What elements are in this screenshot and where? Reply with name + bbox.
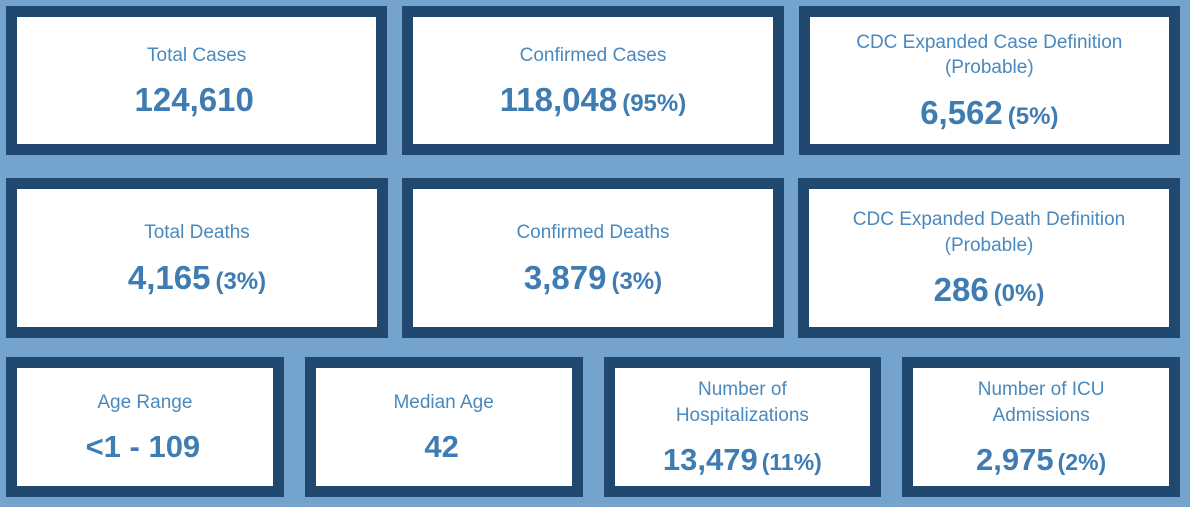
kpi-value: 3,879 (3%) [523, 258, 663, 296]
kpi-card-total-cases: Total Cases 124,610 [6, 6, 388, 155]
kpi-percent: (11%) [761, 448, 822, 475]
kpi-value: 2,975 (2%) [976, 441, 1107, 477]
kpi-card-total-deaths: Total Deaths 4,165 (3%) [6, 178, 388, 338]
kpi-value: 13,479 (11%) [662, 441, 822, 477]
kpi-number: <1 - 109 [85, 428, 201, 464]
row-demographics: Age Range <1 - 109 Median Age 42 Number … [6, 357, 1180, 497]
kpi-label: Total Cases [147, 44, 247, 66]
row-deaths: Total Deaths 4,165 (3%) Confirmed Deaths … [6, 178, 1180, 338]
kpi-label: CDC Expanded Case Definition (Probable) [856, 31, 1123, 79]
kpi-percent: (95%) [622, 90, 687, 118]
kpi-value: 118,048 (95%) [500, 82, 687, 118]
kpi-label: CDC Expanded Death Definition (Probable) [852, 209, 1126, 256]
kpi-number: 118,048 [499, 81, 618, 119]
kpi-label: Confirmed Deaths [516, 222, 670, 244]
kpi-percent: (5%) [1007, 102, 1059, 130]
kpi-number: 3,879 [523, 258, 607, 296]
kpi-card-icu-admissions: Number of ICU Admissions 2,975 (2%) [902, 357, 1180, 497]
kpi-card-confirmed-deaths: Confirmed Deaths 3,879 (3%) [402, 178, 784, 338]
kpi-number: 13,479 [662, 441, 758, 477]
kpi-number: 6,562 [920, 93, 1003, 131]
kpi-label: Number of ICU Admissions [977, 379, 1105, 426]
kpi-percent: (0%) [993, 280, 1045, 308]
kpi-value: 286 (0%) [934, 272, 1045, 308]
kpi-value: 42 [424, 428, 462, 464]
kpi-number: 42 [424, 428, 459, 464]
kpi-percent: (3%) [611, 267, 663, 295]
kpi-percent: (3%) [215, 267, 267, 295]
kpi-number: 286 [933, 271, 989, 309]
kpi-card-hospitalizations: Number of Hospitalizations 13,479 (11%) [603, 357, 882, 497]
kpi-card-median-age: Median Age 42 [304, 357, 583, 497]
kpi-label: Median Age [393, 392, 494, 414]
kpi-label: Age Range [97, 392, 193, 414]
kpi-card-age-range: Age Range <1 - 109 [6, 357, 284, 497]
kpi-percent: (2%) [1057, 448, 1107, 475]
kpi-value: 6,562 (5%) [920, 93, 1059, 131]
kpi-card-cdc-expanded-case-definition: CDC Expanded Case Definition (Probable) … [798, 6, 1180, 155]
kpi-value: 124,610 [135, 82, 259, 118]
row-cases: Total Cases 124,610 Confirmed Cases 118,… [6, 6, 1180, 155]
kpi-label: Confirmed Cases [519, 44, 667, 66]
kpi-label: Total Deaths [144, 222, 250, 244]
kpi-card-cdc-expanded-death-definition: CDC Expanded Death Definition (Probable)… [798, 178, 1180, 338]
kpi-number: 124,610 [134, 81, 254, 119]
kpi-card-confirmed-cases: Confirmed Cases 118,048 (95%) [402, 6, 784, 155]
kpi-number: 2,975 [976, 441, 1054, 477]
kpi-label: Number of Hospitalizations [675, 379, 809, 426]
kpi-value: 4,165 (3%) [127, 258, 267, 296]
kpi-value: <1 - 109 [85, 428, 205, 464]
kpi-number: 4,165 [127, 258, 211, 296]
